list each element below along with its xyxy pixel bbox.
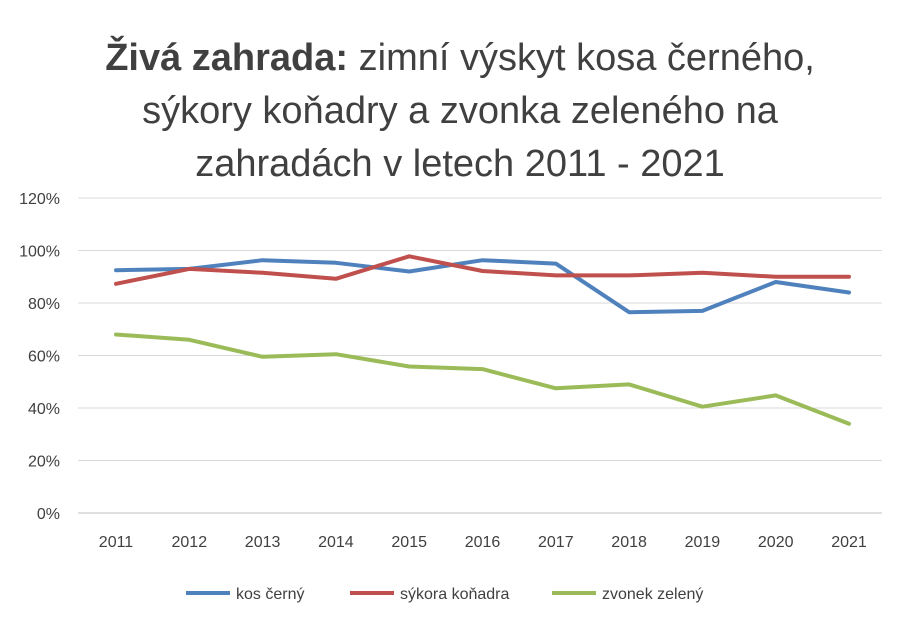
- legend-item: sýkora koňadra: [350, 586, 509, 603]
- chart-title-rest: zimní výskyt kosa černého, sýkory koňadr…: [142, 37, 815, 185]
- x-tick-label: 2011: [99, 534, 134, 551]
- y-tick-label: 120%: [19, 191, 60, 208]
- legend-label: sýkora koňadra: [400, 586, 509, 603]
- x-tick-label: 2021: [831, 534, 867, 551]
- legend-label: zvonek zelený: [602, 586, 703, 603]
- legend: kos černý sýkora koňadra zvonek zelený: [186, 586, 703, 603]
- x-tick-label: 2015: [391, 534, 427, 551]
- series-lines: [114, 254, 851, 426]
- series-line: [114, 332, 851, 426]
- x-tick-label: 2017: [538, 534, 574, 551]
- chart-title-bold: Živá zahrada:: [105, 37, 349, 79]
- x-tick-label: 2014: [318, 534, 354, 551]
- y-tick-label: 20%: [28, 454, 60, 471]
- legend-label: kos černý: [236, 586, 304, 603]
- x-tick-label: 2019: [685, 534, 721, 551]
- gridlines: [78, 197, 882, 514]
- legend-item: kos černý: [186, 586, 304, 603]
- y-tick-label: 40%: [28, 401, 60, 418]
- y-tick-label: 80%: [28, 296, 60, 313]
- y-axis-ticks: 0% 20% 40% 60% 80% 100% 120%: [19, 191, 60, 523]
- series-line: [114, 258, 851, 315]
- chart-title: Živá zahrada: zimní výskyt kosa černého,…: [60, 32, 860, 191]
- x-tick-label: 2018: [611, 534, 647, 551]
- legend-item: zvonek zelený: [552, 586, 703, 603]
- y-tick-label: 0%: [37, 506, 60, 523]
- x-tick-label: 2020: [758, 534, 794, 551]
- y-tick-label: 60%: [28, 349, 60, 366]
- x-axis-ticks: 2011 2012 2013 2014 2015 2016 2017 2018 2019 2020…: [99, 534, 867, 551]
- y-tick-label: 100%: [19, 244, 60, 261]
- x-tick-label: 2013: [245, 534, 281, 551]
- x-tick-label: 2012: [172, 534, 208, 551]
- x-tick-label: 2016: [465, 534, 501, 551]
